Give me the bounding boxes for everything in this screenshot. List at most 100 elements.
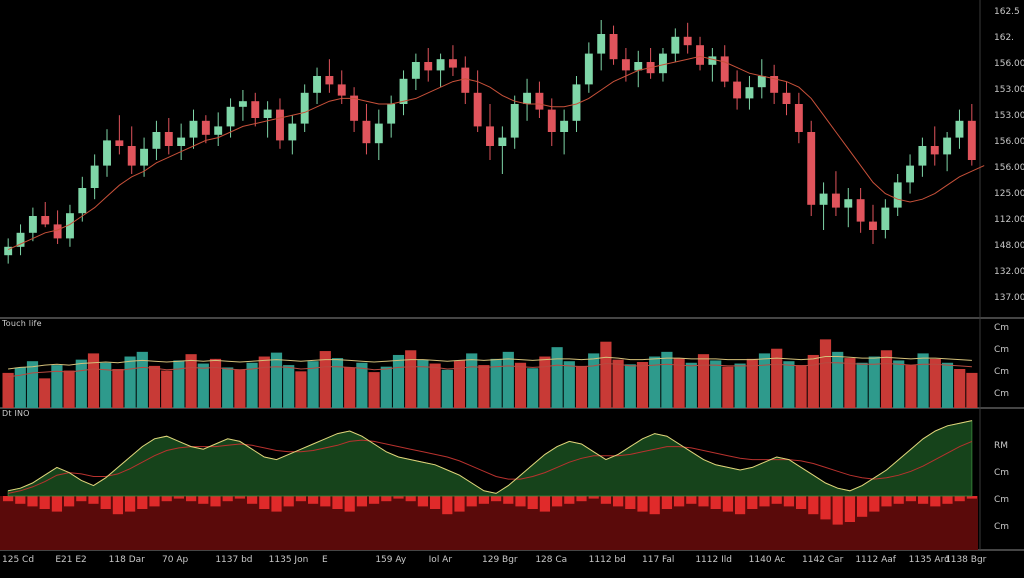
candle-body [28,216,37,233]
candle-body [893,182,902,208]
volume-bar [368,372,380,408]
volume-axis-label: Cm [994,367,1009,377]
histogram-bar [247,496,258,504]
histogram-bar [491,496,502,502]
x-axis-label: 117 Fal [642,555,674,565]
volume-bar [551,347,563,408]
candle-body [486,126,494,146]
volume-bar [466,353,478,408]
volume-bar [929,358,941,408]
candle-body [226,106,235,127]
candle-body [325,76,334,85]
volume-bar [380,366,392,408]
candle-body [535,92,544,110]
volume-bar [819,339,832,408]
candle-body [498,137,507,146]
price-axis-label: 153.00 [994,111,1024,121]
candle-body [708,56,717,65]
candle-body [634,62,643,71]
candle-body [152,132,161,149]
volume-bar [844,358,856,408]
price-axis-label: 162. [994,33,1014,43]
histogram-bar [503,496,514,504]
candle-body [350,95,359,121]
candle-body [263,109,272,118]
x-axis-label: 1140 Ac [749,555,786,565]
histogram-bar [332,496,343,509]
volume-bar [51,365,63,408]
volume-bar [283,365,295,408]
x-axis-label: 1138 Bgr [945,555,987,565]
histogram-bar [588,496,599,499]
volume-bar [636,361,649,408]
candle-body [461,67,470,93]
histogram-bar [515,496,526,507]
candle-body [733,81,742,99]
oscillator-line [7,420,973,494]
candle-body [683,36,692,46]
candle-body [807,132,816,205]
oscillator-axis-label: Cm [994,495,1009,505]
histogram-bar [808,496,819,515]
candle-body [300,92,309,124]
volume-bar [649,356,661,408]
volume-axis-label: Cm [994,389,1009,399]
histogram-bar [198,496,209,504]
candle-body [374,123,383,144]
oscillator-area [7,420,973,497]
candle-body [448,59,457,68]
candle-body [362,120,371,144]
volume-bar [14,367,26,408]
price-axis-label: 112.00 [994,215,1024,225]
volume-bar [319,351,331,408]
candle-body [103,140,111,166]
x-axis-label: 1135 Jon [269,555,309,565]
histogram-bar [222,496,233,502]
x-axis-label: 128 Ca [535,555,567,565]
volume-bar [197,363,209,408]
volume-bar [173,360,185,408]
histogram-bar [637,496,648,512]
volume-bar [795,365,807,408]
candle-body [523,92,532,104]
histogram-bar [308,496,319,504]
histogram-bar [869,496,880,512]
volume-bar [258,356,270,408]
histogram-bar [820,496,831,520]
candle-body [906,165,915,183]
histogram-bar [283,496,294,507]
volume-bar [673,358,685,408]
histogram-bar [613,496,624,507]
candle-body [140,148,149,166]
price-axis-label: 132.00 [994,267,1024,277]
histogram-bar [844,496,855,522]
x-axis-label: E [322,555,328,565]
oscillator-axis-label: Cm [994,522,1009,532]
volume-bar [136,351,148,408]
histogram-bar [137,496,148,509]
histogram-bar [381,496,392,502]
volume-bar [161,370,173,408]
histogram-bar [112,496,123,515]
x-axis-label: 1112 bd [589,555,626,565]
histogram-bar [27,496,38,507]
candle-body [671,36,680,54]
candle-body [918,146,927,166]
volume-bar [63,370,75,408]
volume-average-line [8,362,972,378]
volume-bar [941,362,954,408]
histogram-bar [796,496,807,509]
volume-pane-label: Touch life [2,319,42,328]
histogram-bar [747,496,758,509]
histogram-bar [478,496,489,504]
x-axis-label: 118 Dar [109,555,145,565]
candle-body [53,224,62,239]
candle-body [16,232,25,247]
histogram-bar [466,496,477,507]
x-axis-label: 1142 Car [802,555,844,565]
volume-bar [26,361,39,408]
histogram-bar [356,496,367,507]
histogram-bar [369,496,380,504]
histogram-bar [234,496,245,499]
